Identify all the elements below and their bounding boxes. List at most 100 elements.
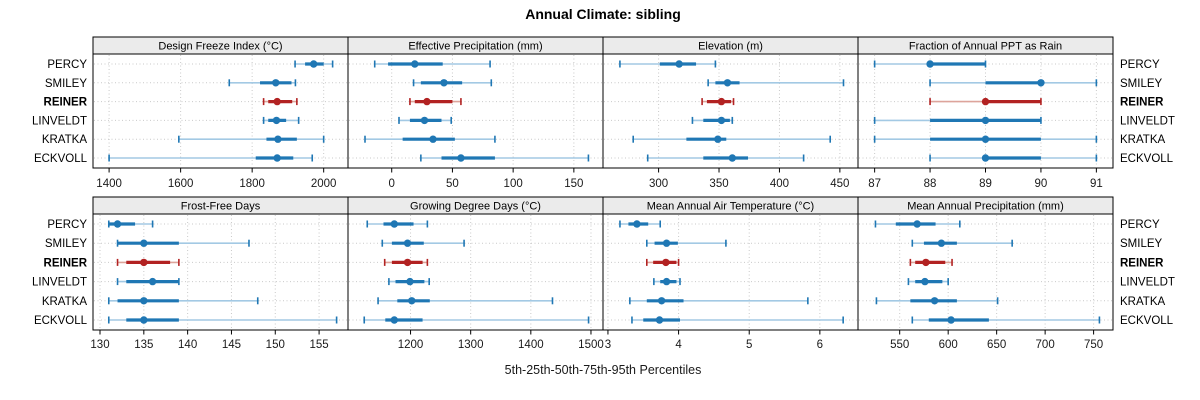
axis-tick-label: 750 (1084, 339, 1103, 351)
median-dot (403, 258, 412, 267)
axis-tick-label: 150 (564, 178, 583, 190)
station-label-right: LINVELDT (1120, 115, 1175, 127)
station-label-left: REINER (44, 97, 88, 109)
median-dot (981, 135, 990, 143)
axis-tick-label: 89 (979, 178, 992, 190)
axis-tick-label: 550 (890, 339, 909, 351)
median-dot (406, 277, 414, 286)
panel-title: Effective Precipitation (mm) (408, 41, 542, 53)
median-dot (113, 220, 122, 228)
panel-title: Growing Degree Days (°C) (410, 201, 541, 213)
axis-tick-label: 5 (746, 339, 752, 351)
station-label-right: KRATKA (1120, 296, 1165, 308)
axis-tick-label: 150 (266, 339, 285, 351)
panel-body (92, 53, 349, 169)
axis-tick-label: 1800 (239, 178, 265, 190)
median-dot (148, 277, 157, 286)
median-dot (140, 297, 148, 305)
station-label-left: PERCY (47, 219, 87, 231)
median-dot (947, 316, 955, 324)
axis-tick-label: 1600 (168, 178, 194, 190)
axis-tick-label: 350 (709, 178, 728, 190)
median-dot (723, 79, 732, 87)
median-dot (390, 220, 399, 228)
axis-tick-label: 140 (178, 339, 197, 351)
station-label-right: KRATKA (1120, 134, 1165, 146)
median-dot (633, 220, 641, 228)
axis-tick-label: 0 (389, 178, 395, 190)
median-dot (662, 258, 670, 267)
median-dot (273, 97, 281, 106)
station-label-left: PERCY (47, 59, 87, 71)
median-dot (411, 60, 419, 68)
panel-title: Design Freeze Index (°C) (158, 41, 282, 53)
axis-tick-label: 300 (649, 178, 668, 190)
median-dot (675, 60, 683, 68)
panel-body (347, 53, 604, 169)
axis-tick-label: 90 (1035, 178, 1048, 190)
axis-tick-label: 3 (605, 339, 611, 351)
median-dot (440, 79, 448, 87)
panel-title: Fraction of Annual PPT as Rain (909, 41, 1062, 53)
median-dot (981, 154, 990, 162)
station-label-left: SMILEY (45, 78, 88, 90)
chart-title: Annual Climate: sibling (525, 6, 681, 22)
station-label-right: ECKVOLL (1120, 153, 1174, 165)
axis-tick-label: 155 (309, 339, 328, 351)
panel-body (602, 53, 859, 169)
median-dot (981, 116, 990, 125)
median-dot (922, 258, 930, 267)
axis-tick-label: 6 (817, 339, 823, 351)
median-dot (937, 239, 946, 247)
station-label-left: REINER (44, 257, 88, 269)
percentiles-axis-caption: 5th-25th-50th-75th-95th Percentiles (504, 363, 702, 377)
station-label-left: LINVELDT (32, 115, 87, 127)
axis-tick-label: 87 (868, 178, 881, 190)
axis-tick-label: 130 (90, 339, 109, 351)
panel-title: Frost-Free Days (181, 201, 261, 213)
axis-tick-label: 135 (134, 339, 153, 351)
station-label-left: ECKVOLL (34, 315, 88, 327)
axis-tick-label: 650 (987, 339, 1006, 351)
axis-tick-label: 1300 (458, 339, 484, 351)
median-dot (913, 220, 921, 228)
station-label-right: REINER (1120, 257, 1164, 269)
axis-tick-label: 2000 (311, 178, 337, 190)
panel-title: Elevation (m) (698, 41, 763, 53)
median-dot (272, 79, 280, 87)
median-dot (309, 60, 318, 68)
axis-tick-label: 700 (1036, 339, 1055, 351)
panel-body (857, 213, 1114, 331)
median-dot (390, 316, 399, 324)
axis-tick-label: 450 (830, 178, 849, 190)
station-label-right: SMILEY (1120, 238, 1163, 250)
axis-tick-label: 50 (446, 178, 459, 190)
station-label-right: LINVELDT (1120, 277, 1175, 289)
station-label-left: SMILEY (45, 238, 88, 250)
axis-tick-label: 145 (222, 339, 241, 351)
station-label-left: ECKVOLL (34, 153, 88, 165)
median-dot (140, 258, 148, 267)
median-dot (457, 154, 465, 162)
station-label-right: PERCY (1120, 219, 1160, 231)
axis-tick-label: 88 (924, 178, 937, 190)
median-dot (926, 60, 934, 68)
median-dot (714, 135, 722, 143)
median-dot (930, 297, 939, 305)
median-dot (717, 116, 726, 125)
median-dot (728, 154, 737, 162)
median-dot (140, 316, 148, 324)
station-label-right: PERCY (1120, 59, 1160, 71)
axis-tick-label: 1200 (398, 339, 424, 351)
axis-tick-label: 1500 (578, 339, 604, 351)
median-dot (429, 135, 437, 143)
axis-tick-label: 1400 (518, 339, 544, 351)
median-dot (662, 239, 671, 247)
median-dot (655, 316, 664, 324)
median-dot (273, 154, 281, 162)
station-label-right: REINER (1120, 97, 1164, 109)
median-dot (717, 97, 726, 106)
axis-tick-label: 600 (939, 339, 958, 351)
